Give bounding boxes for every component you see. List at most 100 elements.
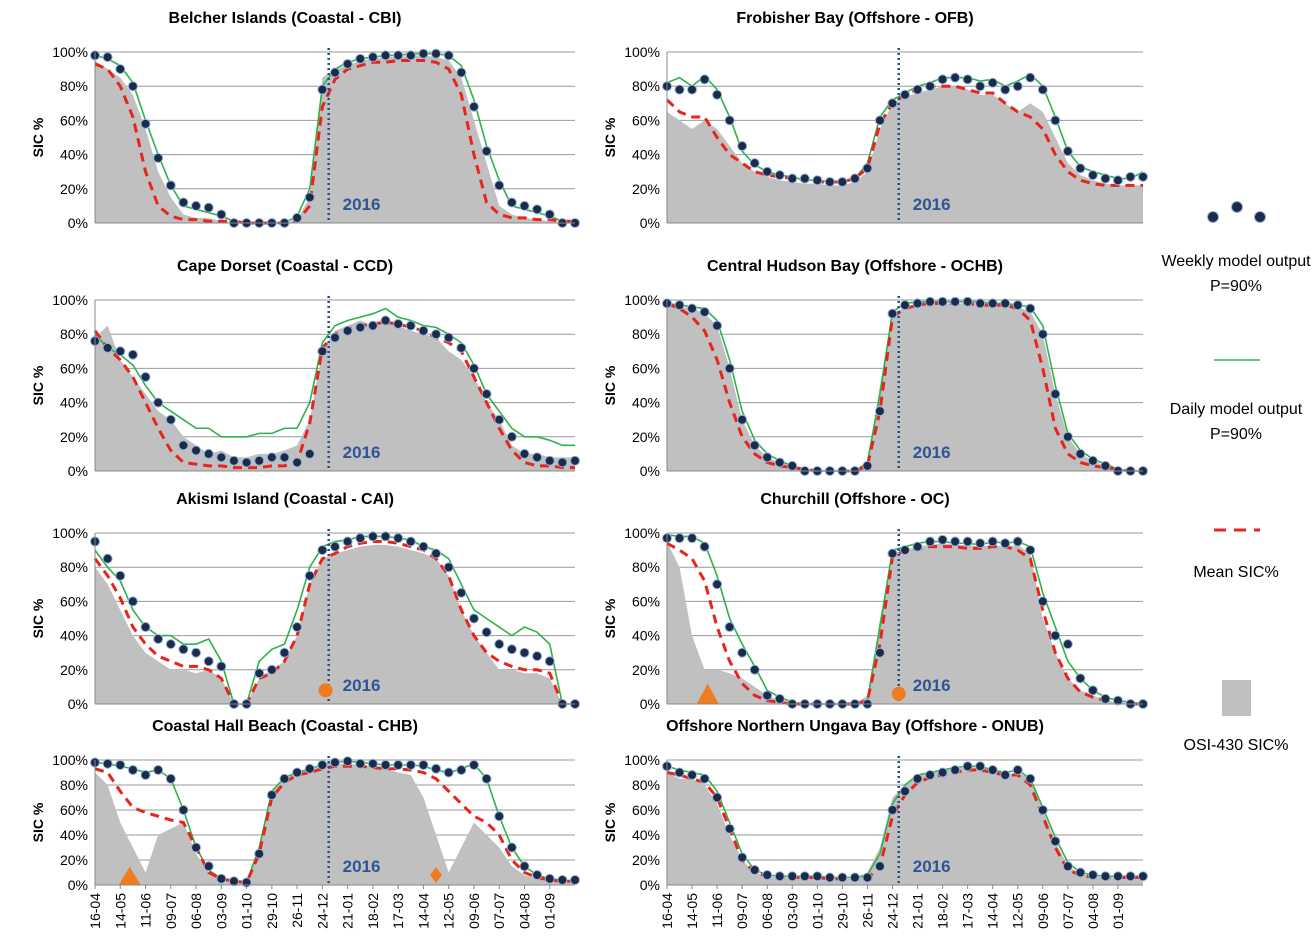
weekly-dot [975, 81, 986, 92]
weekly-dot [674, 767, 685, 778]
weekly-dot [456, 587, 467, 598]
weekly-dot [712, 792, 723, 803]
weekly-dot [687, 770, 698, 780]
weekly-dot [849, 173, 860, 184]
y-tick-label: 60% [60, 802, 88, 818]
weekly-dot [153, 765, 164, 775]
weekly-dot [304, 763, 315, 774]
weekly-dot [544, 873, 555, 884]
weekly-dot [241, 877, 252, 888]
y-tick-label: 0% [68, 463, 88, 479]
weekly-dot [127, 349, 138, 360]
weekly-dot [900, 300, 910, 311]
x-tick-label: 04-08 [516, 893, 532, 929]
weekly-dot [874, 647, 885, 658]
y-tick-label: 40% [60, 628, 88, 644]
weekly-dot [468, 101, 479, 112]
weekly-dot [279, 647, 290, 658]
weekly-dot [1050, 836, 1061, 847]
weekly-dot [937, 767, 948, 778]
x-tick-label: 21-01 [910, 893, 926, 929]
weekly-dot [912, 541, 923, 552]
weekly-dot [342, 536, 353, 547]
x-tick-label: 21-01 [340, 893, 356, 929]
weekly-dot [1050, 389, 1061, 400]
x-tick-label: 04-08 [1085, 893, 1101, 929]
chart-title: Akismi Island (Coastal - CAI) [176, 491, 394, 508]
weekly-dot [165, 180, 176, 191]
x-tick-label: 06-08 [759, 893, 775, 929]
weekly-dot [456, 342, 467, 353]
weekly-dot [737, 852, 748, 863]
weekly-dot [687, 84, 698, 95]
weekly-dot [228, 876, 239, 887]
weekly-dot [724, 115, 735, 126]
weekly-dot [266, 452, 277, 463]
legend-symbol [1207, 211, 1219, 223]
weekly-dot [254, 668, 265, 679]
weekly-dot [1100, 871, 1111, 882]
x-tick-label: 09-07 [734, 893, 750, 929]
weekly-dot [405, 320, 416, 331]
weekly-dot [532, 452, 543, 463]
weekly-dot [1138, 171, 1148, 182]
y-tick-label: 60% [632, 112, 660, 128]
year-annotation: 2016 [343, 857, 381, 876]
x-tick-label: 17-03 [960, 893, 976, 929]
weekly-dot [1087, 870, 1098, 880]
weekly-dot [1075, 867, 1086, 878]
chart-title: Coastal Hall Beach (Coastal - CHB) [152, 718, 418, 735]
y-tick-label: 40% [60, 147, 88, 163]
weekly-dot [355, 322, 366, 333]
x-tick-label: 26-11 [289, 893, 305, 928]
weekly-dot [557, 875, 568, 885]
y-tick-label: 0% [68, 215, 88, 231]
weekly-dot [203, 448, 214, 459]
weekly-dot [443, 50, 454, 61]
y-tick-label: 0% [640, 696, 660, 712]
weekly-dot [216, 209, 227, 220]
weekly-dot [115, 346, 126, 357]
weekly-dot [950, 296, 961, 307]
x-tick-label: 07-07 [1060, 893, 1076, 929]
weekly-dot [317, 760, 328, 770]
y-axis-label: SIC % [30, 598, 46, 638]
y-tick-label: 100% [624, 525, 660, 541]
weekly-dot [279, 773, 290, 784]
weekly-dot [1087, 685, 1098, 696]
year-annotation: 2016 [343, 443, 381, 462]
year-annotation: 2016 [913, 443, 951, 462]
weekly-dot [544, 209, 555, 220]
weekly-dot [191, 200, 202, 211]
weekly-dot [687, 533, 698, 544]
weekly-dot [367, 320, 378, 331]
weekly-dot [165, 773, 176, 784]
weekly-dot [380, 760, 391, 770]
weekly-dot [962, 761, 973, 772]
x-tick-label: 26-11 [859, 893, 875, 928]
weekly-dot [874, 406, 885, 417]
y-tick-label: 20% [60, 429, 88, 445]
x-tick-label: 14-04 [415, 893, 431, 929]
weekly-dot [699, 773, 710, 784]
mean-line [94, 59, 575, 225]
weekly-dot [153, 634, 164, 645]
weekly-dot [468, 363, 479, 374]
weekly-dot [787, 460, 798, 471]
weekly-dot [1037, 805, 1048, 815]
weekly-dot [937, 74, 948, 85]
weekly-dot [812, 871, 823, 882]
weekly-dot [762, 870, 773, 880]
weekly-dot [737, 647, 748, 658]
weekly-dot [799, 871, 810, 882]
y-tick-label: 60% [632, 593, 660, 609]
y-tick-label: 40% [632, 628, 660, 644]
weekly-dot [925, 536, 936, 547]
weekly-dot [102, 553, 113, 564]
weekly-dot [367, 52, 378, 63]
weekly-dot [115, 570, 126, 581]
year-annotation: 2016 [343, 195, 381, 214]
weekly-dot [418, 541, 429, 552]
weekly-dot [962, 74, 973, 85]
weekly-dot [393, 533, 404, 544]
